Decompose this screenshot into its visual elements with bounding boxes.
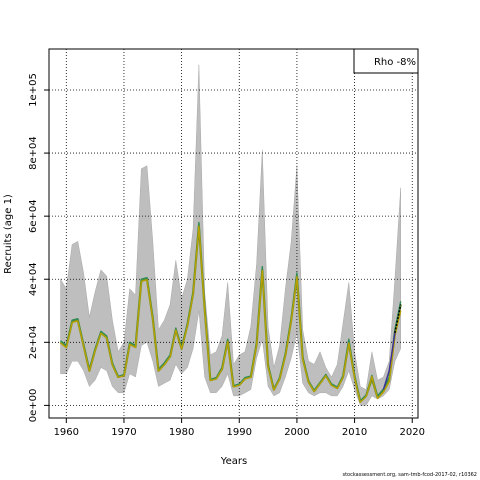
series-line-2 bbox=[60, 225, 402, 403]
y-tick-label: 0e+00 bbox=[28, 389, 39, 423]
x-tick-label: 2020 bbox=[400, 427, 425, 438]
series-line-4 bbox=[394, 304, 402, 333]
x-tick-label: 1980 bbox=[169, 427, 194, 438]
confidence-band-layer bbox=[60, 64, 401, 406]
y-axis-label: Recruits (age 1) bbox=[3, 194, 14, 274]
x-axis-label: Years bbox=[220, 456, 247, 467]
y-tick-label: 8e+04 bbox=[28, 136, 39, 170]
footer-credit: stockassessment.org, sam-tmb-fcod-2017-0… bbox=[342, 472, 477, 478]
x-tick-label: 2000 bbox=[284, 427, 309, 438]
legend-box: Rho -8% bbox=[353, 48, 419, 74]
series-line-3 bbox=[382, 332, 396, 390]
legend-text: Rho -8% bbox=[374, 57, 416, 68]
x-tick-label: 2010 bbox=[342, 427, 367, 438]
x-tick-label: 1960 bbox=[54, 427, 79, 438]
y-tick-label: 1e+05 bbox=[28, 73, 39, 107]
y-tick-label: 4e+04 bbox=[28, 262, 39, 296]
plot-frame bbox=[48, 48, 419, 419]
y-tick-label: 2e+04 bbox=[28, 325, 39, 359]
series-layer bbox=[59, 221, 402, 403]
confidence-band bbox=[60, 64, 401, 406]
x-tick-label: 1970 bbox=[111, 427, 136, 438]
axis-layer: 1960 1970 1980 1990 2000 2010 2020 0e+00 2e+04 4e… bbox=[28, 73, 425, 438]
x-tick-label: 1990 bbox=[227, 427, 252, 438]
y-tick-label: 6e+04 bbox=[28, 199, 39, 233]
